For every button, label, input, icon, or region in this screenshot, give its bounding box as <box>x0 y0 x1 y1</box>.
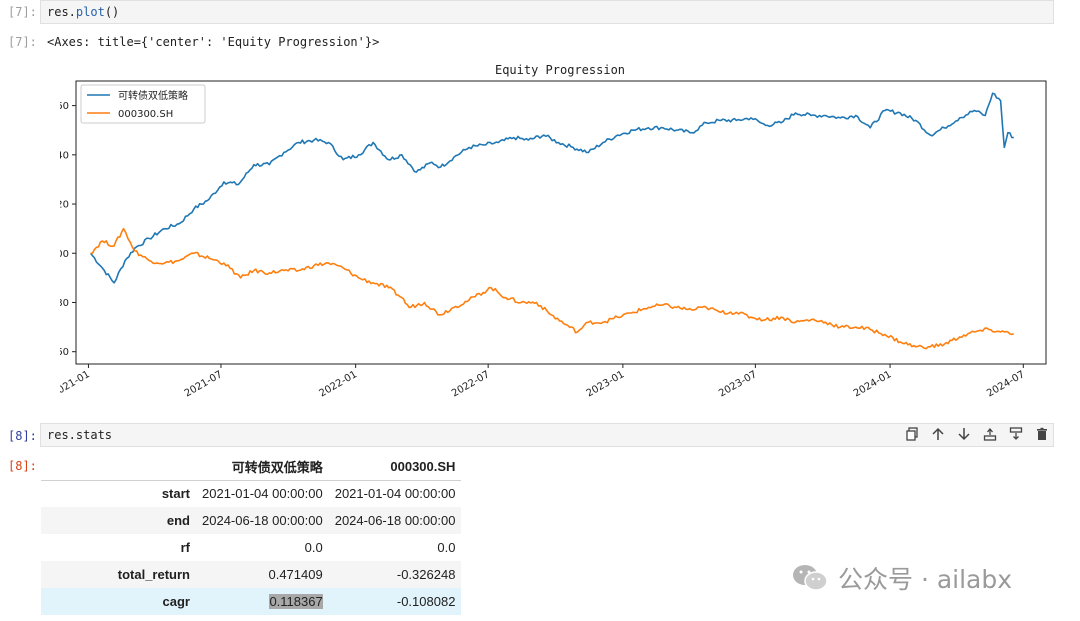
row-value: 2024-06-18 00:00:00 <box>202 513 323 528</box>
x-tick-label: 2023-01 <box>585 369 627 399</box>
cell-7-code-editor[interactable]: res.plot() <box>40 0 1054 24</box>
cell-8-input-prompt: [8]: <box>8 429 37 443</box>
y-tick-label: 120 <box>60 200 69 211</box>
plot-frame <box>75 80 1047 365</box>
table-row: total_return 0.471409 -0.326248 <box>41 561 462 588</box>
cell-7-output-text: <Axes: title={'center': 'Equity Progress… <box>47 35 380 49</box>
cell-8-output-prompt: [8]: <box>8 459 37 473</box>
table-row: rf 0.0 0.0 <box>41 534 461 561</box>
trash-icon <box>1036 427 1047 440</box>
watermark: 公众号 · ailabx <box>790 560 1012 596</box>
code-paren: () <box>104 5 120 19</box>
row-value: 0.0 <box>437 540 456 555</box>
code-text: res.stats <box>47 428 113 442</box>
series-line-1 <box>89 92 1014 284</box>
y-tick-label: 160 <box>60 101 69 112</box>
table-row-highlighted[interactable]: cagr 0.118367 -0.108082 <box>41 588 462 615</box>
row-label-start: start <box>161 486 190 502</box>
row-value: 2024-06-18 00:00:00 <box>334 513 456 528</box>
row-label-end: end <box>166 513 190 528</box>
cell-8-code-editor[interactable]: res.stats <box>40 423 1054 447</box>
table-row: start 2021-01-04 00:00:00 2021-01-04 00:… <box>41 480 461 507</box>
equity-chart: Equity Progression 60 80 100 120 140 160 2021… <box>60 56 1060 416</box>
row-value: -0.108082 <box>396 594 456 609</box>
row-value: 0.471409 <box>268 567 323 582</box>
x-tick-label: 2021-01 <box>60 369 92 399</box>
legend-label-series-1: 可转债双低策略 <box>118 89 188 102</box>
delete-cell-button[interactable] <box>1033 425 1050 442</box>
x-tick-label: 2021-07 <box>183 369 225 399</box>
legend-box <box>80 84 206 124</box>
stats-col-header-2: 000300.SH <box>328 453 462 481</box>
code-method: plot <box>75 5 105 19</box>
stats-corner-cell <box>41 453 196 481</box>
y-axis: 60 80 100 120 140 160 <box>60 101 76 358</box>
copy-cell-button[interactable] <box>903 425 920 442</box>
row-value: 0.0 <box>304 540 323 555</box>
y-tick-label: 80 <box>60 298 69 309</box>
insert-above-button[interactable] <box>981 425 998 442</box>
insert-above-icon <box>983 427 996 441</box>
x-tick-label: 2024-07 <box>985 369 1027 399</box>
cell-7-input-prompt: [7]: <box>8 5 37 19</box>
x-tick-label: 2022-07 <box>450 369 492 399</box>
y-tick-label: 100 <box>60 249 69 260</box>
legend-label-series-2: 000300.SH <box>118 109 173 120</box>
watermark-text: 公众号 · ailabx <box>838 565 1013 594</box>
insert-below-icon <box>1009 426 1022 440</box>
copy-icon <box>905 426 918 441</box>
move-down-button[interactable] <box>955 425 972 442</box>
stats-header-row: 可转债双低策略 000300.SH <box>41 453 462 481</box>
y-tick-label: 140 <box>60 150 69 161</box>
move-up-button[interactable] <box>929 425 946 442</box>
code-object: res. <box>47 5 76 19</box>
x-tick-label: 2023-07 <box>717 369 759 399</box>
table-row: end 2024-06-18 00:00:00 2024-06-18 00:00… <box>41 507 462 534</box>
row-label-rf: rf <box>180 540 190 555</box>
arrow-up-icon <box>931 427 944 440</box>
x-tick-label: 2024-01 <box>852 369 894 399</box>
insert-below-button[interactable] <box>1007 425 1024 442</box>
row-value: 2021-01-04 00:00:00 <box>202 486 323 502</box>
cell-7-output-prompt: [7]: <box>8 35 37 49</box>
series-lines <box>89 92 1015 350</box>
wechat-icon <box>793 565 828 591</box>
chart-title: Equity Progression <box>495 63 625 77</box>
chart-legend: 可转债双低策略 000300.SH <box>80 84 206 124</box>
selected-text[interactable]: 0.118367 <box>269 594 323 609</box>
x-tick-label: 2022-01 <box>317 369 359 399</box>
row-value: 2021-01-04 00:00:00 <box>334 486 456 502</box>
row-value: -0.326248 <box>396 567 456 582</box>
row-label-cagr: cagr <box>162 594 190 609</box>
stats-col-header-1: 可转债双低策略 <box>196 453 329 481</box>
series-line-2 <box>90 227 1015 350</box>
stats-table: 可转债双低策略 000300.SH start 2021-01-04 00:00… <box>41 453 462 615</box>
x-axis: 2021-01 2021-07 2022-01 2022-07 2023-01 2023-… <box>60 364 1027 399</box>
equity-chart-svg: Equity Progression 60 80 100 120 140 160 2021… <box>60 63 1047 399</box>
cell-toolbar <box>903 425 1050 442</box>
arrow-down-icon <box>957 427 970 440</box>
row-label-total-return: total_return <box>117 567 190 582</box>
row-value-selected[interactable]: 0.118367 <box>196 588 329 615</box>
y-tick-label: 60 <box>60 347 69 358</box>
